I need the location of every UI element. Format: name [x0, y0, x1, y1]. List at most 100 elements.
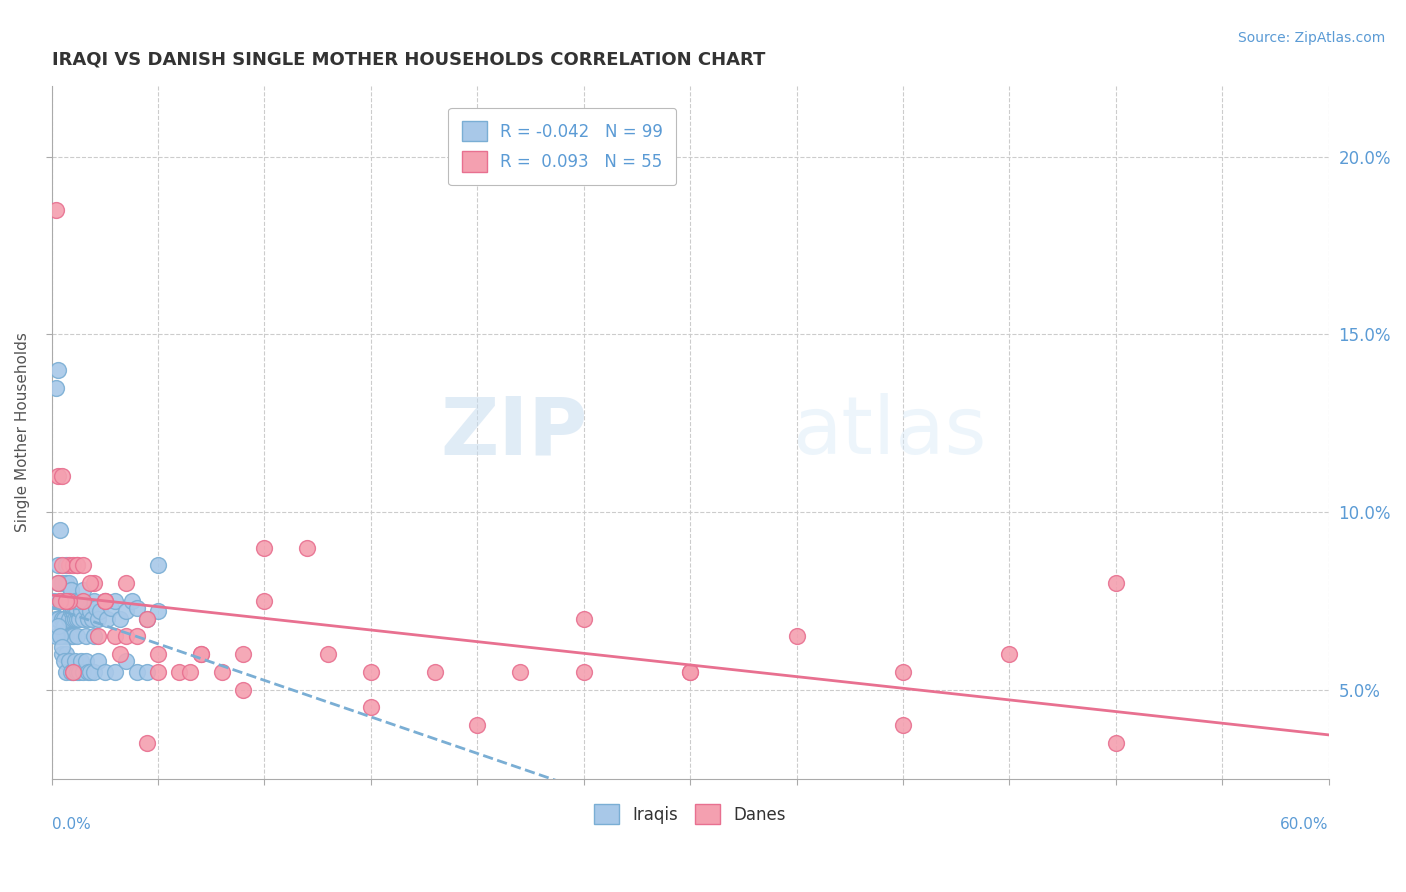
Point	[190, 647, 212, 661]
Point	[55, 594, 77, 608]
Point	[572, 611, 595, 625]
Point	[63, 611, 86, 625]
Point	[59, 629, 82, 643]
Y-axis label: Single Mother Households: Single Mother Households	[15, 332, 30, 532]
Point	[93, 594, 115, 608]
Point	[66, 605, 89, 619]
Point	[46, 469, 69, 483]
Point	[104, 594, 127, 608]
Point	[115, 605, 138, 619]
Point	[58, 629, 80, 643]
Point	[67, 665, 90, 679]
Point	[51, 640, 73, 654]
Point	[87, 654, 110, 668]
Point	[63, 601, 86, 615]
Point	[360, 700, 382, 714]
Point	[46, 576, 69, 591]
Point	[46, 618, 69, 632]
Point	[1105, 576, 1128, 591]
Legend: Iraqis, Danes: Iraqis, Danes	[586, 796, 794, 832]
Point	[49, 523, 72, 537]
Point	[146, 605, 169, 619]
Point	[93, 594, 115, 608]
Point	[83, 665, 105, 679]
Point	[76, 665, 98, 679]
Point	[211, 665, 233, 679]
Point	[115, 629, 138, 643]
Point	[167, 665, 190, 679]
Point	[146, 558, 169, 573]
Point	[51, 469, 73, 483]
Point	[75, 601, 97, 615]
Point	[96, 611, 118, 625]
Point	[115, 654, 138, 668]
Point	[786, 629, 808, 643]
Point	[51, 647, 73, 661]
Point	[108, 611, 131, 625]
Point	[104, 629, 127, 643]
Point	[58, 594, 80, 608]
Point	[63, 654, 86, 668]
Point	[66, 558, 89, 573]
Point	[136, 611, 159, 625]
Point	[62, 558, 84, 573]
Point	[59, 583, 82, 598]
Point	[49, 594, 72, 608]
Point	[79, 605, 101, 619]
Point	[232, 682, 254, 697]
Point	[59, 605, 82, 619]
Point	[51, 558, 73, 573]
Point	[67, 611, 90, 625]
Text: 60.0%: 60.0%	[1281, 817, 1329, 832]
Point	[42, 594, 65, 608]
Point	[55, 665, 77, 679]
Point	[87, 611, 110, 625]
Point	[58, 558, 80, 573]
Point	[72, 665, 94, 679]
Point	[58, 654, 80, 668]
Point	[104, 665, 127, 679]
Point	[125, 629, 148, 643]
Point	[1105, 736, 1128, 750]
Point	[84, 601, 107, 615]
Point	[51, 576, 73, 591]
Point	[136, 736, 159, 750]
Text: atlas: atlas	[793, 393, 987, 471]
Point	[62, 594, 84, 608]
Point	[423, 665, 446, 679]
Point	[72, 594, 94, 608]
Point	[51, 594, 73, 608]
Point	[891, 718, 914, 732]
Point	[59, 601, 82, 615]
Point	[125, 665, 148, 679]
Point	[83, 576, 105, 591]
Point	[679, 665, 702, 679]
Point	[891, 665, 914, 679]
Point	[70, 601, 93, 615]
Point	[72, 611, 94, 625]
Point	[46, 576, 69, 591]
Point	[45, 611, 67, 625]
Text: 0.0%: 0.0%	[52, 817, 90, 832]
Point	[509, 665, 531, 679]
Point	[79, 576, 101, 591]
Point	[59, 583, 82, 598]
Point	[75, 654, 97, 668]
Point	[83, 629, 105, 643]
Point	[87, 629, 110, 643]
Point	[55, 594, 77, 608]
Point	[83, 594, 105, 608]
Point	[253, 594, 276, 608]
Point	[89, 605, 111, 619]
Point	[62, 665, 84, 679]
Point	[59, 665, 82, 679]
Point	[46, 558, 69, 573]
Point	[55, 629, 77, 643]
Point	[49, 629, 72, 643]
Point	[58, 611, 80, 625]
Point	[108, 647, 131, 661]
Point	[295, 541, 318, 555]
Point	[146, 647, 169, 661]
Point	[55, 558, 77, 573]
Point	[465, 718, 488, 732]
